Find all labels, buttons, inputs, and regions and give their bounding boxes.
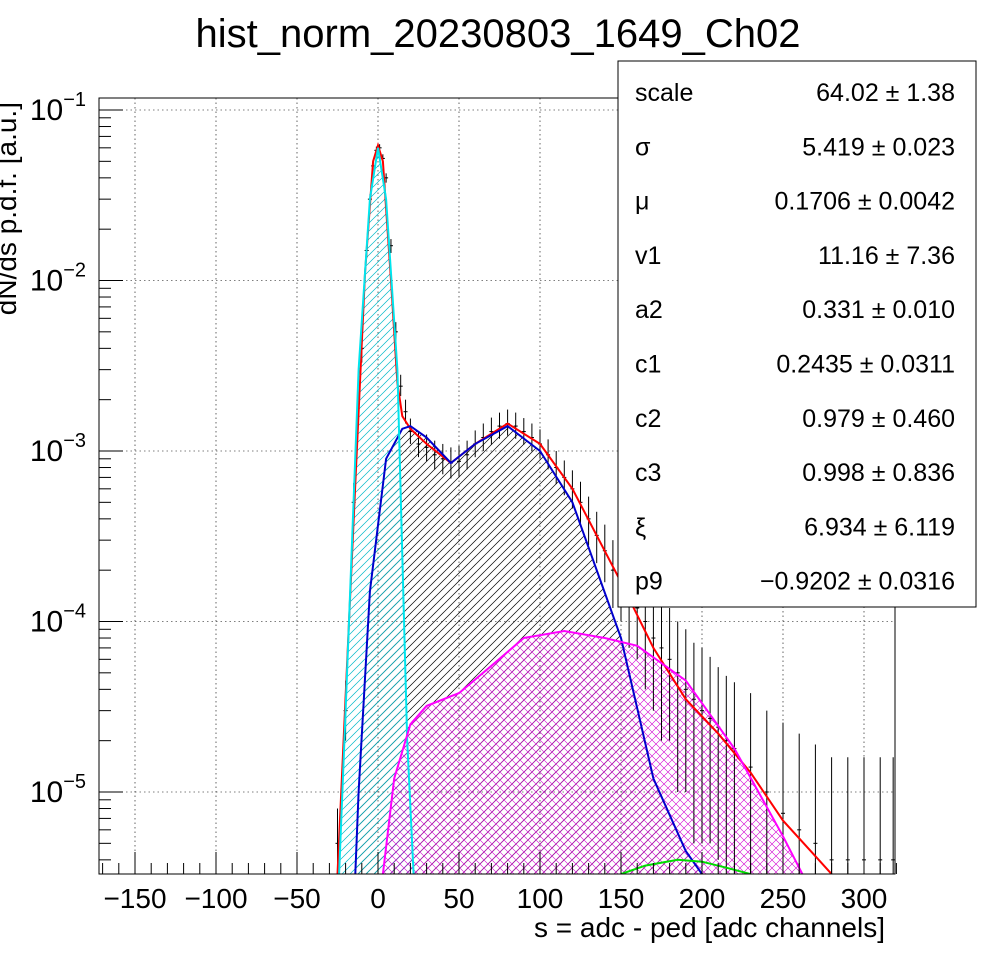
x-tick-label: −50 <box>273 883 321 914</box>
stat-value: 6.934 ± 6.119 <box>804 513 955 541</box>
second-peak-curve <box>381 629 804 874</box>
stat-name: a2 <box>635 296 663 324</box>
stat-value: 0.998 ± 0.836 <box>802 459 955 487</box>
stat-value: 5.419 ± 0.023 <box>802 133 955 161</box>
stat-name: c3 <box>635 459 661 487</box>
y-tick-label: 10−3 <box>30 430 86 468</box>
y-tick-label: 10−2 <box>30 260 86 298</box>
pedestal-fit-curve <box>338 147 415 874</box>
stats-box-frame <box>617 60 977 608</box>
chart-title: hist_norm_20230803_1649_Ch02 <box>196 12 801 56</box>
y-tick-label: 10−5 <box>30 771 86 809</box>
y-tick-label: 10−4 <box>30 601 86 639</box>
y-axis-label: dN/ds p.d.f. [a.u.] <box>0 102 22 315</box>
pedestal-fit-curve-fill <box>339 147 414 874</box>
x-tick-label: 0 <box>370 883 386 914</box>
x-tick-label: −150 <box>103 883 166 914</box>
stat-name: v1 <box>635 242 661 270</box>
stat-value: 0.331 ± 0.010 <box>802 296 955 324</box>
stat-value: 0.979 ± 0.460 <box>802 405 955 433</box>
stat-name: c2 <box>635 405 661 433</box>
stat-name: scale <box>635 79 693 107</box>
stat-name: c1 <box>635 351 661 379</box>
stat-name: ξ <box>635 513 646 541</box>
stat-value: 64.02 ± 1.38 <box>816 79 955 107</box>
stat-name: p9 <box>635 568 663 596</box>
x-tick-label: −100 <box>184 883 247 914</box>
x-tick-label: 200 <box>679 883 726 914</box>
x-tick-label: 250 <box>760 883 807 914</box>
second-peak-curve-fill <box>382 631 803 874</box>
stat-name: μ <box>635 188 649 216</box>
signal-fit-curve <box>354 424 703 874</box>
stat-value: 0.2435 ± 0.0311 <box>776 351 955 379</box>
x-tick-label: 100 <box>517 883 564 914</box>
stats-box: scale 64.02 ± 1.38 σ 5.419 ± 0.023 μ 0.1706 ±… <box>617 60 977 608</box>
y-tick-label: 10−1 <box>30 89 86 127</box>
x-tick-label: 50 <box>443 883 474 914</box>
x-tick-label: 150 <box>598 883 645 914</box>
x-tick-label: 300 <box>841 883 888 914</box>
stat-name: σ <box>635 133 651 161</box>
x-axis: −150 −100 −50 0 50 100 150 200 250 300 <box>102 852 897 914</box>
stat-value: −0.9202 ± 0.0316 <box>760 568 955 596</box>
x-axis-label: s = adc - ped [adc channels] <box>534 912 885 943</box>
fit-curves <box>336 142 833 874</box>
y-axis: 10−1 10−2 10−3 10−4 10−5 <box>30 89 123 861</box>
stat-value: 0.1706 ± 0.0042 <box>774 188 955 216</box>
stat-value: 11.16 ± 7.36 <box>818 242 955 270</box>
third-peak-curve <box>620 858 751 874</box>
component-fills <box>339 147 803 874</box>
